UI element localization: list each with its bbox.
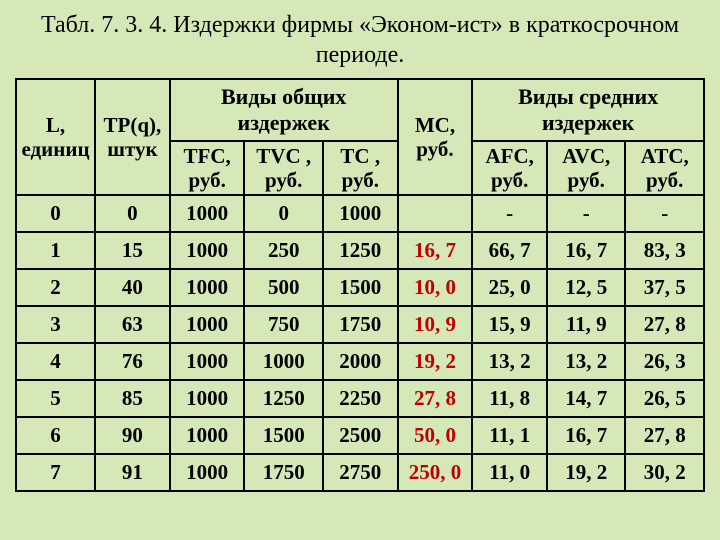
cell-MC: 250, 0 <box>398 454 473 491</box>
cell-TFC: 1000 <box>170 454 245 491</box>
header-TVC: TVC , руб. <box>244 141 322 195</box>
cell-AFC: 11, 1 <box>472 417 547 454</box>
cell-TPq: 91 <box>95 454 170 491</box>
cell-TC: 1250 <box>323 232 398 269</box>
cell-MC: 10, 9 <box>398 306 473 343</box>
cell-TPq: 40 <box>95 269 170 306</box>
cell-AFC: 15, 9 <box>472 306 547 343</box>
cell-MC: 10, 0 <box>398 269 473 306</box>
cell-TFC: 1000 <box>170 380 245 417</box>
cell-L: 3 <box>16 306 95 343</box>
cell-MC: 50, 0 <box>398 417 473 454</box>
cell-AVC: - <box>547 195 625 232</box>
cell-AFC: - <box>472 195 547 232</box>
cell-ATC: - <box>625 195 704 232</box>
header-TFC: TFC, руб. <box>170 141 245 195</box>
cell-TVC: 1000 <box>244 343 322 380</box>
cell-MC: 19, 2 <box>398 343 473 380</box>
cell-TVC: 1750 <box>244 454 322 491</box>
cell-AVC: 16, 7 <box>547 232 625 269</box>
table-row: 791100017502750250, 011, 019, 230, 2 <box>16 454 704 491</box>
cell-TVC: 1250 <box>244 380 322 417</box>
cell-TVC: 1500 <box>244 417 322 454</box>
cell-L: 5 <box>16 380 95 417</box>
cell-AFC: 13, 2 <box>472 343 547 380</box>
table-row: 47610001000200019, 213, 213, 226, 3 <box>16 343 704 380</box>
cell-AVC: 12, 5 <box>547 269 625 306</box>
cell-L: 6 <box>16 417 95 454</box>
cell-TFC: 1000 <box>170 232 245 269</box>
header-group-total: Виды общих издержек <box>170 79 398 141</box>
cell-AFC: 11, 8 <box>472 380 547 417</box>
cell-MC: 27, 8 <box>398 380 473 417</box>
cell-ATC: 26, 5 <box>625 380 704 417</box>
cell-L: 7 <box>16 454 95 491</box>
cell-L: 0 <box>16 195 95 232</box>
header-MC: МС, руб. <box>398 79 473 195</box>
cell-TFC: 1000 <box>170 343 245 380</box>
cell-AFC: 25, 0 <box>472 269 547 306</box>
table-row: 1151000250125016, 766, 716, 783, 3 <box>16 232 704 269</box>
cell-ATC: 37, 5 <box>625 269 704 306</box>
cell-L: 2 <box>16 269 95 306</box>
header-TC: TC , руб. <box>323 141 398 195</box>
cell-L: 1 <box>16 232 95 269</box>
cell-TC: 1750 <box>323 306 398 343</box>
cell-L: 4 <box>16 343 95 380</box>
cell-ATC: 27, 8 <box>625 306 704 343</box>
cell-TPq: 0 <box>95 195 170 232</box>
cell-AVC: 14, 7 <box>547 380 625 417</box>
table-row: 58510001250225027, 811, 814, 726, 5 <box>16 380 704 417</box>
cell-TC: 2000 <box>323 343 398 380</box>
cell-TPq: 63 <box>95 306 170 343</box>
cell-TC: 2250 <box>323 380 398 417</box>
cell-ATC: 30, 2 <box>625 454 704 491</box>
cell-ATC: 83, 3 <box>625 232 704 269</box>
cell-TPq: 85 <box>95 380 170 417</box>
cell-TC: 2750 <box>323 454 398 491</box>
table-row: 3631000750175010, 915, 911, 927, 8 <box>16 306 704 343</box>
header-L: L, единиц <box>16 79 95 195</box>
cell-TVC: 750 <box>244 306 322 343</box>
cell-AFC: 11, 0 <box>472 454 547 491</box>
cell-TC: 2500 <box>323 417 398 454</box>
header-AFC: AFC, руб. <box>472 141 547 195</box>
cell-AVC: 11, 9 <box>547 306 625 343</box>
cell-AVC: 16, 7 <box>547 417 625 454</box>
cell-TFC: 1000 <box>170 269 245 306</box>
cell-MC: 16, 7 <box>398 232 473 269</box>
cell-TC: 1500 <box>323 269 398 306</box>
cell-TFC: 1000 <box>170 417 245 454</box>
cell-ATC: 27, 8 <box>625 417 704 454</box>
table-body: 00100001000---1151000250125016, 766, 716… <box>16 195 704 491</box>
cell-TVC: 0 <box>244 195 322 232</box>
cell-ATC: 26, 3 <box>625 343 704 380</box>
costs-table: L, единиц TP(q), штук Виды общих издерже… <box>15 78 705 492</box>
cell-AFC: 66, 7 <box>472 232 547 269</box>
header-group-avg: Виды средних издержек <box>472 79 704 141</box>
cell-TFC: 1000 <box>170 306 245 343</box>
header-ATC: ATC, руб. <box>625 141 704 195</box>
header-TPq: TP(q), штук <box>95 79 170 195</box>
cell-TPq: 15 <box>95 232 170 269</box>
cell-MC <box>398 195 473 232</box>
cell-AVC: 13, 2 <box>547 343 625 380</box>
cell-TPq: 90 <box>95 417 170 454</box>
table-row: 69010001500250050, 011, 116, 727, 8 <box>16 417 704 454</box>
cell-AVC: 19, 2 <box>547 454 625 491</box>
table-row: 2401000500150010, 025, 012, 537, 5 <box>16 269 704 306</box>
cell-TC: 1000 <box>323 195 398 232</box>
cell-TPq: 76 <box>95 343 170 380</box>
cell-TVC: 250 <box>244 232 322 269</box>
cell-TFC: 1000 <box>170 195 245 232</box>
table-row: 00100001000--- <box>16 195 704 232</box>
table-title: Табл. 7. 3. 4. Издержки фирмы «Эконом-ис… <box>0 0 720 78</box>
cell-TVC: 500 <box>244 269 322 306</box>
header-AVC: AVC, руб. <box>547 141 625 195</box>
